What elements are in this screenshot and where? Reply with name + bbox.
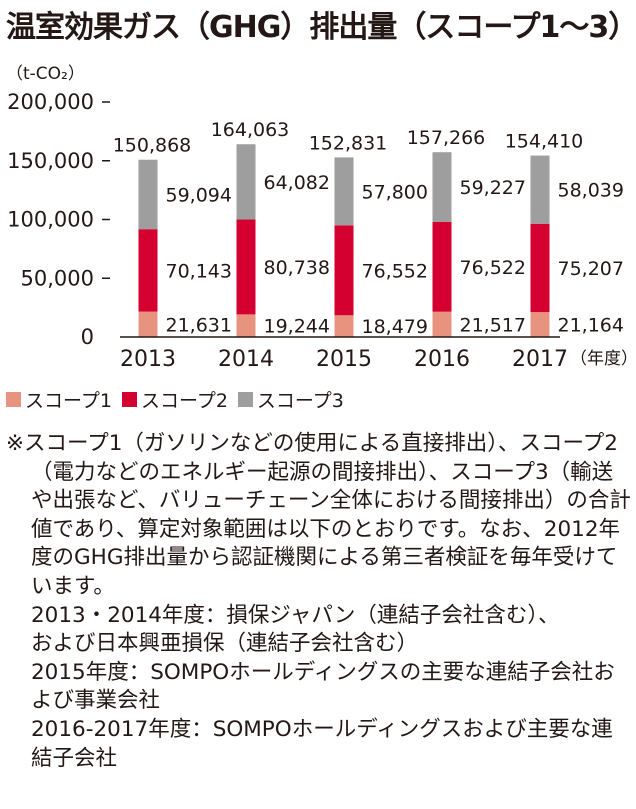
legend-item: スコープ3 bbox=[237, 386, 344, 413]
legend-label: スコープ3 bbox=[256, 390, 344, 412]
bar-segment bbox=[236, 314, 256, 337]
notes-scope-2013-2014-a: 2013・2014年度：損保ジャパン（連結子会社含む）、 bbox=[31, 602, 560, 628]
y-unit-label: （t-CO₂） bbox=[6, 64, 85, 84]
segment-value-label: 64,082 bbox=[264, 172, 330, 194]
legend-label: スコープ2 bbox=[140, 390, 228, 412]
bar-segment bbox=[530, 312, 550, 337]
total-value-label: 154,410 bbox=[505, 131, 584, 153]
y-tick-label: 0 bbox=[81, 325, 94, 349]
segment-value-label: 21,631 bbox=[166, 314, 232, 336]
legend-swatch bbox=[6, 392, 21, 407]
total-value-label: 157,266 bbox=[407, 127, 486, 149]
legend-label: スコープ1 bbox=[25, 390, 112, 412]
x-tick-label: 2017 bbox=[512, 347, 568, 372]
segment-value-label: 80,738 bbox=[264, 257, 330, 279]
bar-segment bbox=[138, 229, 158, 312]
notes-scope-2013-2014-b: および日本興亜損保（連結子会社含む） bbox=[31, 631, 419, 657]
notes: ※スコープ1（ガソリンなどの使用による直接排出）、スコープ2（電力などのエネルギ… bbox=[6, 430, 632, 773]
x-tick-label: 2014 bbox=[218, 347, 274, 372]
segment-value-label: 58,039 bbox=[558, 180, 624, 202]
segment-value-label: 19,244 bbox=[264, 316, 330, 338]
y-tick-label: 50,000 bbox=[21, 266, 94, 290]
bar-segment bbox=[334, 225, 354, 316]
x-tick-label: 2016 bbox=[414, 347, 470, 372]
bar-segment bbox=[334, 315, 354, 337]
bar-segment bbox=[138, 159, 158, 230]
segment-value-label: 21,164 bbox=[558, 315, 624, 337]
legend-item: スコープ1 bbox=[6, 386, 112, 413]
legend-swatch bbox=[237, 392, 253, 407]
bars: 21,631 70,143 59,094 150,868 19,244 80,738 64,… bbox=[113, 119, 624, 338]
segment-value-label: 21,517 bbox=[460, 314, 526, 336]
bar-segment bbox=[432, 221, 452, 312]
segment-value-label: 59,227 bbox=[460, 177, 526, 199]
bar-segment bbox=[530, 155, 550, 224]
total-value-label: 150,868 bbox=[113, 135, 192, 157]
y-tick-label: 100,000 bbox=[7, 208, 94, 232]
segment-value-label: 76,552 bbox=[362, 260, 428, 282]
bar-segment bbox=[432, 311, 452, 337]
legend-swatch bbox=[121, 392, 137, 407]
bar-segment bbox=[530, 223, 550, 313]
total-value-label: 164,063 bbox=[211, 119, 290, 141]
segment-value-label: 70,143 bbox=[166, 260, 232, 282]
x-axis: 2013 2014 2015 2016 2017 （年度） bbox=[120, 336, 636, 372]
bar-segment bbox=[138, 311, 158, 337]
y-tick-label: 150,000 bbox=[7, 149, 94, 173]
bar-segment bbox=[334, 157, 354, 226]
y-axis: 0 50,000 100,000 150,000 200,000 bbox=[7, 90, 110, 349]
segment-value-label: 57,800 bbox=[362, 181, 428, 203]
legend: スコープ1 スコープ2 スコープ3 bbox=[6, 386, 354, 413]
notes-scope-2016-2017: 2016-2017年度：SOMPOホールディングスおよび主要な連結子会社 bbox=[31, 716, 613, 771]
y-tick-label: 200,000 bbox=[7, 90, 94, 114]
legend-item: スコープ2 bbox=[121, 386, 228, 413]
stacked-bar-chart: （t-CO₂） 0 50,000 100,000 150,000 200,000 21,… bbox=[6, 64, 636, 372]
segment-value-label: 18,479 bbox=[362, 316, 428, 338]
segment-value-label: 75,207 bbox=[558, 258, 624, 280]
bar-segment bbox=[236, 219, 256, 315]
chart-title: 温室効果ガス（GHG）排出量（スコープ1〜3） bbox=[6, 10, 636, 45]
notes-paragraph: ※スコープ1（ガソリンなどの使用による直接排出）、スコープ2（電力などのエネルギ… bbox=[6, 431, 631, 599]
segment-value-label: 76,522 bbox=[460, 257, 526, 279]
bar-segment bbox=[432, 152, 452, 222]
total-value-label: 152,831 bbox=[309, 132, 388, 154]
x-tick-label: 2015 bbox=[316, 347, 372, 372]
bar-segment bbox=[236, 144, 256, 220]
segment-value-label: 59,094 bbox=[166, 184, 232, 206]
x-tick-label: 2013 bbox=[120, 347, 176, 372]
notes-scope-2015: 2015年度：SOMPOホールディングスの主要な連結子会社および事業会社 bbox=[31, 659, 615, 714]
x-unit-label: （年度） bbox=[570, 349, 636, 369]
